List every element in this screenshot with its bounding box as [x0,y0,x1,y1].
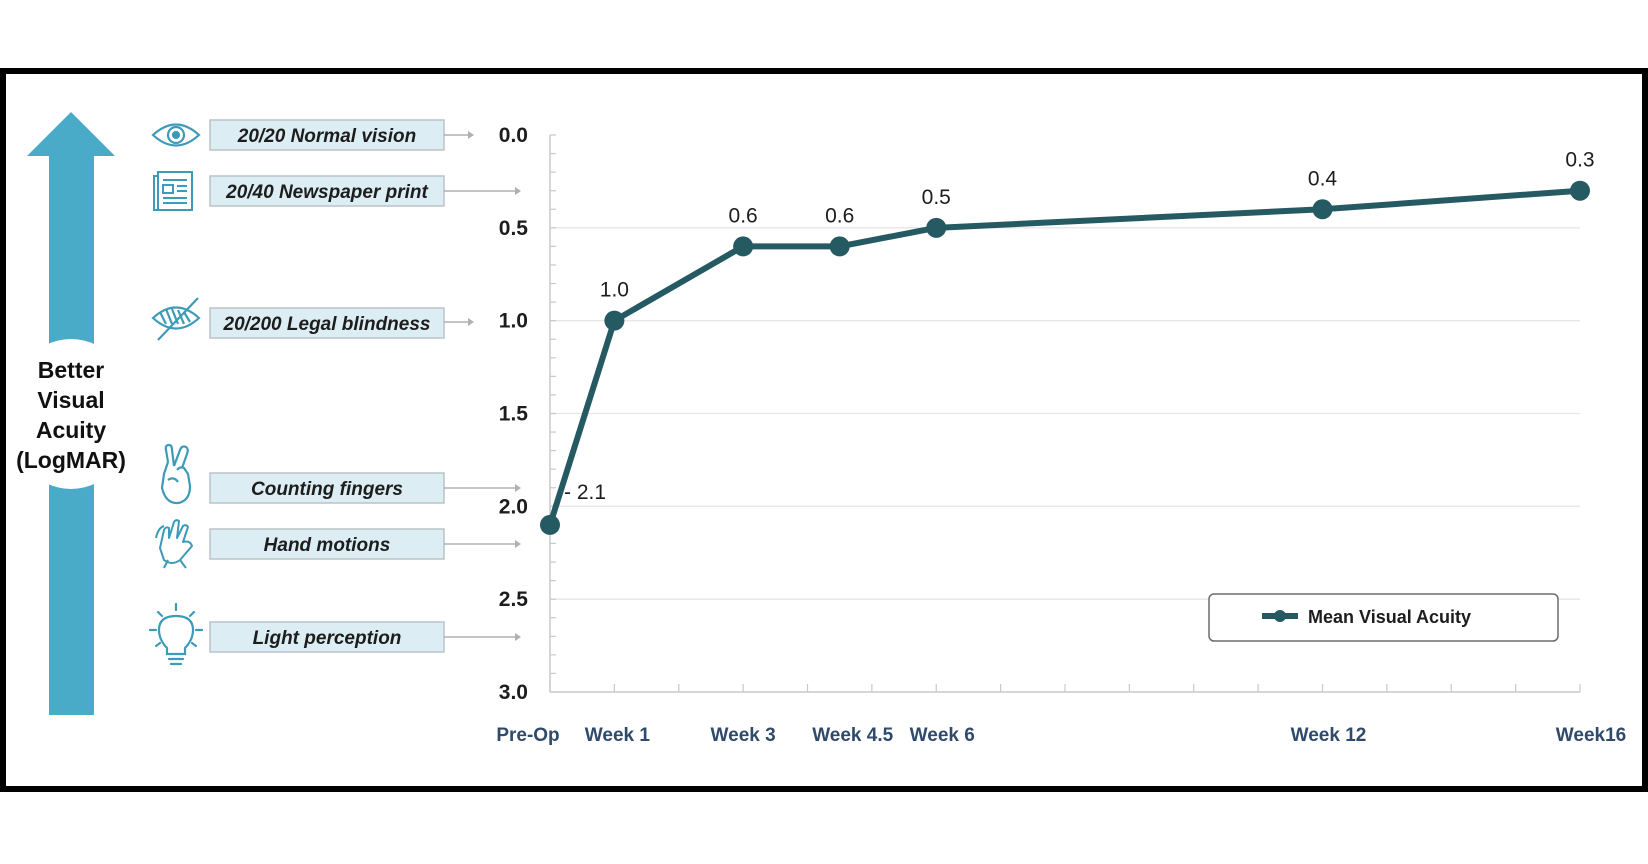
x-tick-label: Week 6 [910,725,975,746]
reference-level-hand-motions: Hand motions [209,528,521,560]
data-label: 0.6 [825,204,854,227]
data-label: 1.0 [600,279,629,302]
reference-label: 20/20 Normal vision [237,126,416,147]
reference-level-legal-blindness: 20/200 Legal blindness [209,307,474,339]
reference-label: 20/40 Newspaper print [225,182,428,203]
data-label: 0.5 [922,186,951,209]
data-point [540,514,560,535]
gridlines [550,227,1580,600]
axes [549,134,1581,693]
y-tick-label: 1.0 [499,310,528,333]
reference-level-normal-vision: 20/20 Normal vision [209,119,474,151]
acuity-label-line-3: Acuity [36,417,107,443]
y-axis-tick-labels: 0.0 0.5 1.0 1.5 2.0 2.5 3.0 [499,124,529,704]
data-label: 0.6 [729,204,758,227]
data-point [604,310,625,331]
reference-levels: 20/20 Normal vision 20/40 Newspaper prin… [148,119,521,666]
y-tick-label: 1.5 [499,403,529,426]
two-fingers-hand-icon [160,443,192,505]
waving-hands-icon [155,519,193,569]
eye-slash-icon [151,297,201,341]
x-tick-label: Week 1 [585,725,651,746]
legend-swatch [1262,610,1298,622]
x-axis-tick-labels: Pre-Op Week 1 Week 3 Week 4.5 Week 6 Week 12 W… [496,725,1626,746]
x-tick-label: Pre-Op [496,725,559,746]
x-tick-label: Week 12 [1291,725,1367,746]
data-label: 0.3 [1565,149,1594,172]
data-label: - 2.1 [564,481,606,504]
acuity-label-line-1: Better [38,357,105,383]
x-tick-label: Week 3 [711,725,776,746]
reference-label: 20/200 Legal blindness [223,314,431,335]
legend: Mean Visual Acuity [1208,593,1559,642]
y-tick-label: 2.0 [499,495,528,518]
acuity-label-line-4: (LogMAR) [16,447,126,473]
eye-icon [151,123,201,147]
newspaper-icon [153,171,193,211]
acuity-label-line-2: Visual [37,387,104,413]
data-point [1312,199,1333,220]
series-mean-visual-acuity [540,180,1590,535]
reference-label: Hand motions [264,535,391,556]
reference-level-light-perception: Light perception [209,621,521,653]
reference-label: Counting fingers [251,479,403,500]
data-labels: - 2.1 1.0 0.6 0.6 0.5 0.4 0.3 [564,149,1595,504]
reference-level-counting-fingers: Counting fingers [209,472,521,504]
y-tick-label: 3.0 [499,681,528,704]
x-tick-label: Week16 [1556,725,1626,746]
reference-level-newspaper-print: 20/40 Newspaper print [209,175,521,207]
data-point [926,217,947,238]
data-point [829,236,850,257]
y-tick-label: 2.5 [499,588,529,611]
data-label: 0.4 [1308,167,1338,190]
data-point [1570,180,1590,201]
legend-label: Mean Visual Acuity [1308,607,1471,627]
data-point [733,236,754,257]
better-acuity-arrow: Better Visual Acuity (LogMAR) [6,112,136,715]
y-tick-label: 0.0 [499,124,528,147]
lightbulb-icon [148,602,204,666]
x-tick-label: Week 4.5 [812,725,893,746]
reference-label: Light perception [253,628,402,649]
y-tick-label: 0.5 [499,217,529,240]
